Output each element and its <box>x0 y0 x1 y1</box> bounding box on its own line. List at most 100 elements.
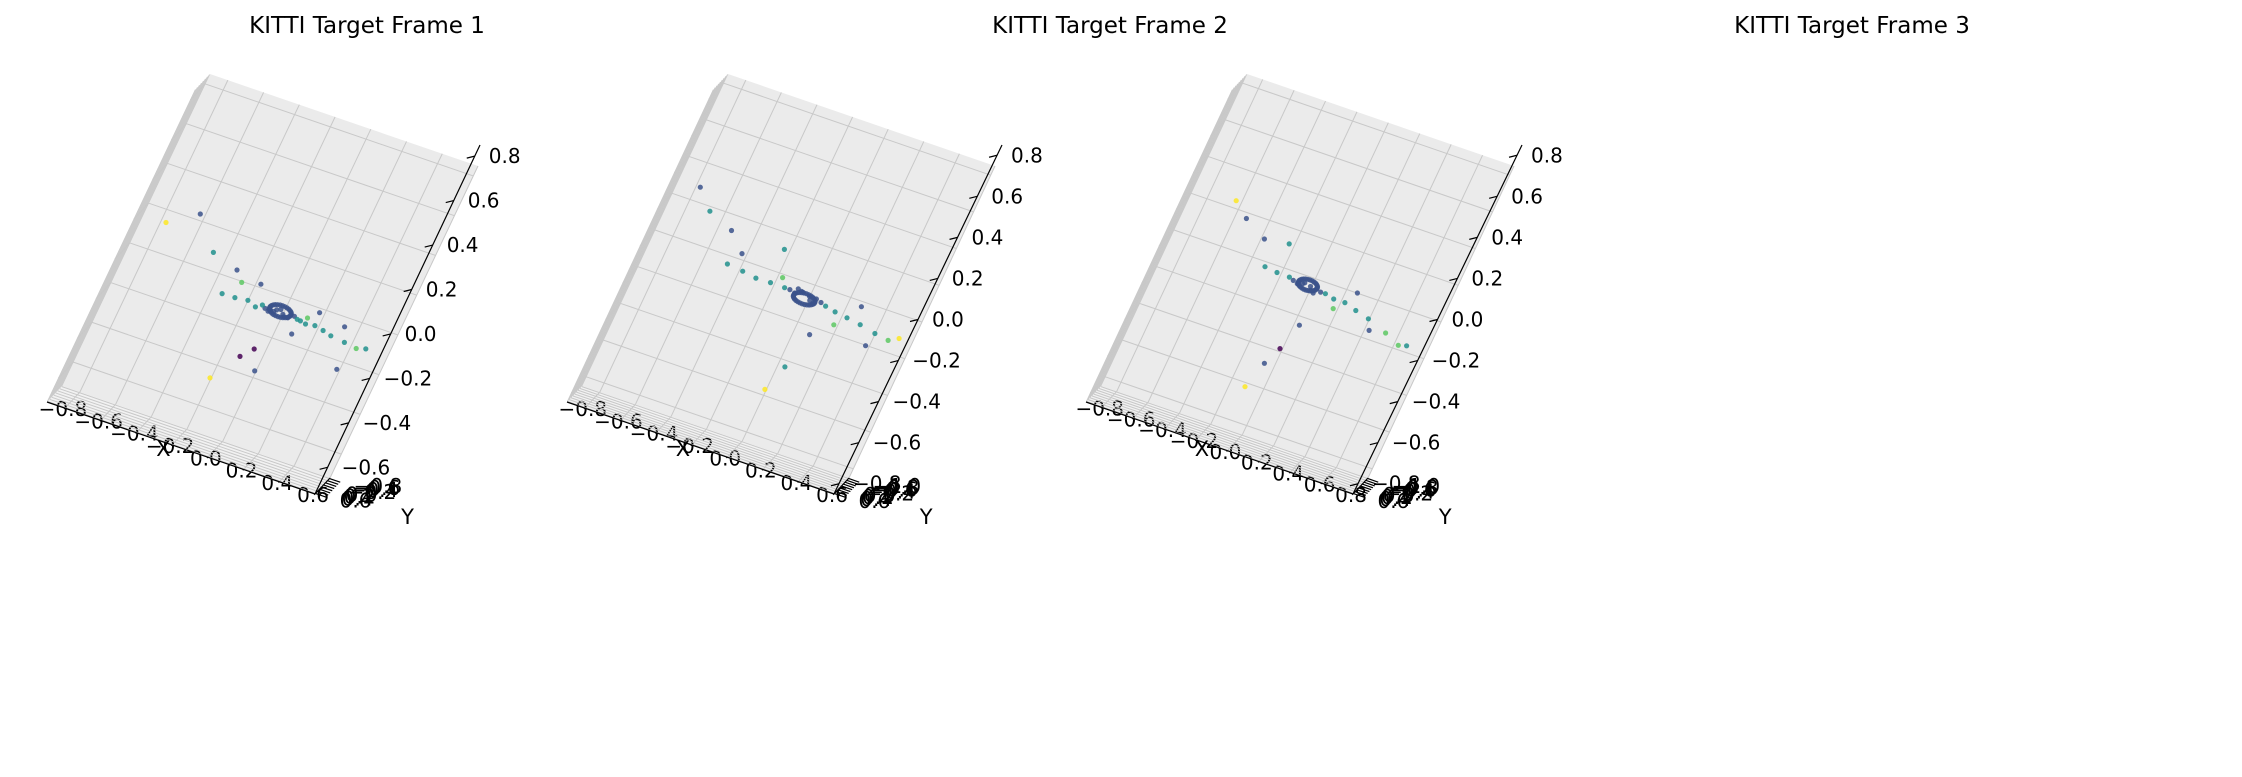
y-tick-label: 0.4 <box>1379 487 1411 511</box>
grid-line <box>620 302 888 396</box>
data-point <box>781 246 788 252</box>
data-point <box>197 211 203 217</box>
z-tick-mark <box>1369 442 1378 446</box>
z-tick-mark <box>424 244 433 248</box>
z-tick-label: −0.8 <box>853 472 902 496</box>
y-tick-label: 0.2 <box>862 485 894 509</box>
grid-line <box>1158 229 1175 247</box>
x-axis-label: X <box>156 437 170 461</box>
y-tick-mark <box>1355 491 1367 496</box>
z-tick-label: −0.6 <box>342 455 391 479</box>
data-point <box>1383 330 1389 336</box>
subplot-title-frame-3: KITTI Target Frame 3 <box>1734 13 1970 39</box>
grid-line <box>1093 393 1361 487</box>
y-tick-mark <box>839 487 851 493</box>
y-tick-mark <box>836 491 848 496</box>
grid-line <box>129 242 399 336</box>
subplot-frame-2: KITTI Target Frame 2 −0.8−0.6−0.4−0.20.0… <box>559 13 1228 529</box>
grid-line <box>1088 399 1356 493</box>
grid-line <box>586 376 854 470</box>
grid-line <box>1225 119 1493 213</box>
grid-line <box>1089 376 1106 394</box>
data-point <box>334 366 340 372</box>
x-axis-line <box>1085 401 1354 495</box>
data-point <box>831 322 837 328</box>
z-tick-label: −0.6 <box>873 431 922 455</box>
data-point <box>857 322 863 328</box>
grid-line <box>1191 192 1459 286</box>
data-point <box>872 330 878 337</box>
data-point <box>1261 236 1267 242</box>
data-point <box>818 299 824 306</box>
grid-line <box>47 400 316 494</box>
z-tick-mark <box>969 195 978 199</box>
data-point <box>258 281 264 287</box>
data-point <box>762 386 768 392</box>
data-point <box>1233 198 1239 204</box>
z-tick-mark <box>319 466 328 470</box>
x-axis-label: X <box>676 437 690 461</box>
z-axis-line <box>314 144 481 495</box>
data-point <box>297 318 303 324</box>
z-tick-label: 0.8 <box>489 144 521 168</box>
z-tick-label: 0.8 <box>1011 143 1043 167</box>
data-point <box>163 219 169 226</box>
grid-line <box>1208 156 1476 250</box>
y-tick-label: 0.0 <box>1383 483 1415 507</box>
grid-line <box>1089 397 1358 491</box>
data-point <box>753 275 759 281</box>
z-tick-mark <box>850 442 859 446</box>
data-point <box>1342 300 1348 306</box>
grid-line <box>258 141 407 454</box>
grid-line <box>167 162 436 256</box>
y-tick-label: −0.6 <box>869 478 918 502</box>
grid-line <box>57 390 326 484</box>
z-tick-label: −0.6 <box>1392 431 1441 455</box>
data-point <box>1296 322 1302 328</box>
z-tick-label: −0.4 <box>892 390 941 414</box>
floor-pane <box>47 386 330 494</box>
z-tick-mark <box>382 333 391 337</box>
data-point <box>1262 264 1268 270</box>
y-tick-label: −0.6 <box>1388 478 1437 502</box>
data-point <box>353 345 359 352</box>
y-tick-label: 0.6 <box>340 489 372 513</box>
grid-line <box>1141 266 1158 284</box>
data-point <box>251 346 257 352</box>
data-point <box>312 323 318 329</box>
data-point <box>232 295 238 301</box>
z-tick-mark <box>1349 483 1359 487</box>
subplot-frame-1: KITTI Target Frame 1 −0.8−0.6−0.4−0.20.0… <box>39 13 521 529</box>
data-point <box>210 249 216 255</box>
data-point <box>896 335 902 342</box>
grid-line <box>47 89 196 402</box>
y-tick-label: 0.0 <box>346 482 378 506</box>
z-tick-label: −0.2 <box>1432 349 1481 373</box>
y-tick-mark <box>841 485 853 491</box>
z-tick-mark <box>1449 277 1458 282</box>
grid-line <box>55 80 204 394</box>
grid-line <box>1107 339 1123 357</box>
data-point <box>363 346 369 352</box>
grid-line <box>73 361 342 455</box>
grid-line <box>59 388 328 482</box>
grid-line <box>222 128 372 442</box>
z-tick-label: 0.0 <box>405 322 437 346</box>
grid-line <box>186 123 455 217</box>
data-point <box>782 364 788 370</box>
grid-line <box>1210 119 1226 137</box>
data-point <box>304 315 311 321</box>
grid-line <box>1096 389 1365 483</box>
y-tick-mark <box>1360 485 1372 491</box>
y-tick-mark <box>1358 487 1370 493</box>
y-tick-label: −0.2 <box>1385 481 1434 505</box>
grid-line <box>1122 339 1390 433</box>
grid-line <box>581 385 849 479</box>
data-point <box>289 331 295 337</box>
data-point <box>1286 241 1292 247</box>
data-point <box>728 227 735 234</box>
data-point <box>1286 274 1292 280</box>
subplot-title-frame-2: KITTI Target Frame 2 <box>992 13 1228 39</box>
data-point <box>1261 360 1267 366</box>
data-point <box>1290 277 1296 283</box>
